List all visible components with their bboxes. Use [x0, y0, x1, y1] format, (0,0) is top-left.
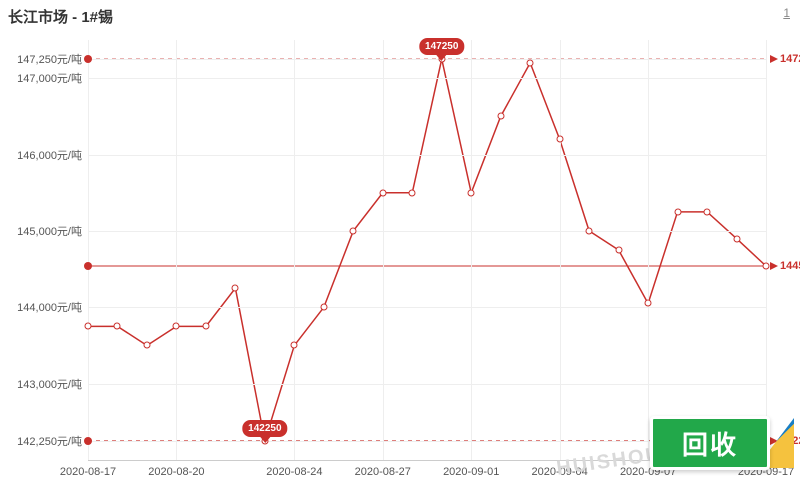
x-tick-label: 2020-08-27 — [355, 460, 411, 478]
data-point — [320, 304, 327, 311]
chart-title: 长江市场 - 1#锡 — [8, 6, 113, 27]
x-tick-label: 2020-08-17 — [60, 460, 116, 478]
data-point — [615, 247, 622, 254]
y-tick-label: 145,000元/吨 — [17, 223, 88, 239]
data-point — [202, 323, 209, 330]
data-point — [173, 323, 180, 330]
data-point — [704, 208, 711, 215]
chart-svg — [88, 40, 766, 460]
data-point — [527, 59, 534, 66]
y-tick-label: 144,000元/吨 — [17, 299, 88, 315]
ref-line-dot — [84, 262, 92, 270]
data-point — [763, 263, 770, 270]
x-tick-label: 2020-08-20 — [148, 460, 204, 478]
value-pin: 142250 — [242, 420, 287, 437]
y-tick-label: 147,250元/吨 — [17, 51, 88, 67]
price-chart: 142,250元/吨143,000元/吨144,000元/吨145,000元/吨… — [88, 40, 766, 460]
x-tick-label: 2020-09-04 — [532, 460, 588, 478]
data-point — [232, 285, 239, 292]
x-tick-label: 2020-09-01 — [443, 460, 499, 478]
gridline-v — [766, 40, 767, 460]
data-point — [350, 227, 357, 234]
ref-line-dot — [84, 55, 92, 63]
y-tick-label: 143,000元/吨 — [17, 376, 88, 392]
data-point — [733, 235, 740, 242]
data-point — [497, 113, 504, 120]
data-point — [468, 189, 475, 196]
value-pin: 147250 — [419, 38, 464, 55]
data-point — [409, 189, 416, 196]
recycle-badge: 回收 — [650, 416, 770, 470]
data-point — [586, 227, 593, 234]
x-tick-label: 2020-08-24 — [266, 460, 322, 478]
data-point — [291, 342, 298, 349]
data-point — [85, 323, 92, 330]
y-tick-label: 142,250元/吨 — [17, 433, 88, 449]
ref-line-label: 144540 — [780, 260, 800, 272]
y-tick-label: 147,000元/吨 — [17, 70, 88, 86]
ref-line-label: 147250 — [780, 53, 800, 65]
data-point — [379, 189, 386, 196]
ref-line-dot — [84, 437, 92, 445]
data-point — [556, 136, 563, 143]
data-point — [645, 300, 652, 307]
data-point — [674, 208, 681, 215]
page-indicator: 1 — [783, 6, 790, 20]
y-tick-label: 146,000元/吨 — [17, 147, 88, 163]
data-point — [143, 342, 150, 349]
data-point — [114, 323, 121, 330]
